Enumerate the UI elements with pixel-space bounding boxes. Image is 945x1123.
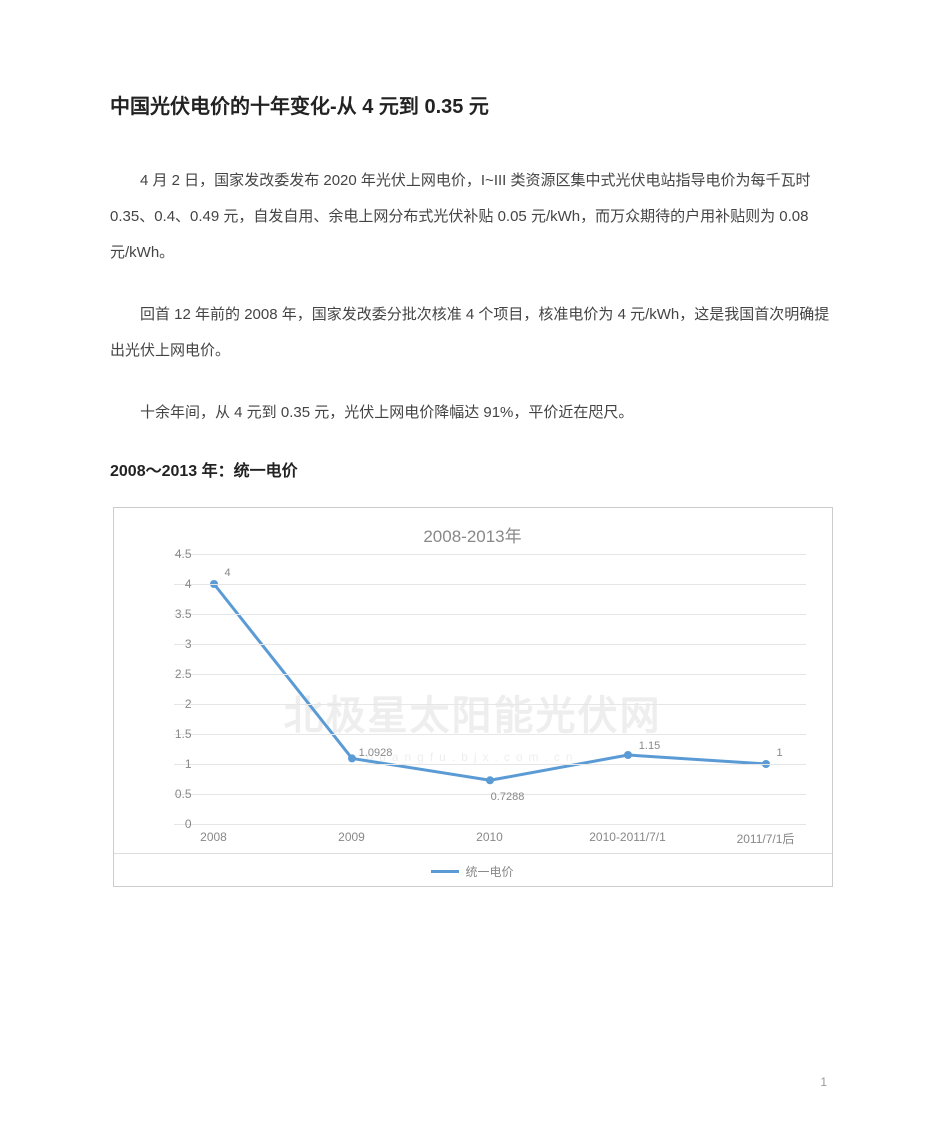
legend-item: 统一电价 [431, 863, 513, 880]
chart-xtick: 2009 [338, 830, 365, 844]
chart-xtick: 2010 [476, 830, 503, 844]
chart-gridline [174, 764, 806, 765]
chart-gridline [174, 614, 806, 615]
chart-data-label: 1 [776, 747, 782, 759]
chart-xtick: 2011/7/1后 [737, 830, 795, 847]
chart-ytick: 3 [158, 637, 192, 651]
legend-label: 统一电价 [465, 863, 513, 880]
chart-ytick: 1 [158, 757, 192, 771]
chart-ytick: 0 [158, 817, 192, 831]
chart-ytick: 4.5 [158, 547, 192, 561]
chart-data-label: 1.0928 [359, 748, 393, 760]
chart-line-layer [174, 554, 806, 824]
chart-marker [348, 754, 356, 762]
price-chart: 2008-2013年 北极星太阳能光伏网 guangfu.bjx.com.cn … [113, 507, 833, 887]
chart-data-label: 0.7288 [491, 791, 525, 803]
chart-ytick: 4 [158, 577, 192, 591]
paragraph-3: 十余年间，从 4 元到 0.35 元，光伏上网电价降幅达 91%，平价近在咫尺。 [110, 395, 835, 431]
chart-xtick: 2010-2011/7/1 [589, 830, 666, 844]
paragraph-2: 回首 12 年前的 2008 年，国家发改委分批次核准 4 个项目，核准电价为 … [110, 297, 835, 369]
chart-plot-area: 4 1.0928 0.7288 1.15 1 [174, 554, 806, 824]
chart-ytick: 2.5 [158, 667, 192, 681]
chart-data-label: 4 [224, 567, 230, 579]
paragraph-1: 4 月 2 日，国家发改委发布 2020 年光伏上网电价，I~III 类资源区集… [110, 163, 835, 271]
chart-gridline [174, 734, 806, 735]
chart-legend: 统一电价 [114, 853, 832, 880]
chart-marker [486, 776, 494, 784]
chart-gridline [174, 584, 806, 585]
chart-gridline [174, 704, 806, 705]
chart-gridline [174, 554, 806, 555]
chart-ytick: 0.5 [158, 787, 192, 801]
chart-ytick: 2 [158, 697, 192, 711]
chart-xtick: 2008 [200, 830, 227, 844]
chart-title: 2008-2013年 [114, 522, 832, 547]
chart-gridline [174, 824, 806, 825]
legend-swatch [431, 870, 459, 873]
chart-marker [624, 751, 632, 759]
chart-ytick: 1.5 [158, 727, 192, 741]
chart-gridline [174, 674, 806, 675]
page-number: 1 [820, 1075, 827, 1089]
article-title: 中国光伏电价的十年变化-从 4 元到 0.35 元 [110, 90, 835, 119]
chart-gridline [174, 794, 806, 795]
chart-gridline [174, 644, 806, 645]
chart-ytick: 3.5 [158, 607, 192, 621]
section-heading: 2008～2013 年：统一电价 [110, 457, 835, 481]
chart-data-label: 1.15 [639, 740, 660, 752]
